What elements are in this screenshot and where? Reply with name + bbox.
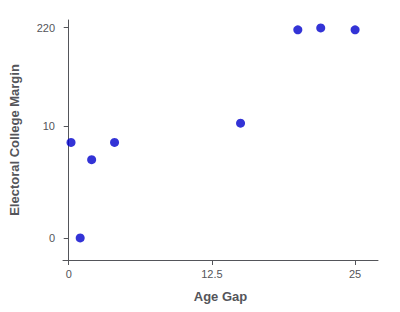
svg-text:0: 0 [66,268,72,280]
svg-text:Age Gap: Age Gap [194,289,248,304]
svg-text:220: 220 [37,22,55,34]
svg-text:0: 0 [49,232,55,244]
svg-text:Electoral College Margin: Electoral College Margin [7,64,22,216]
svg-text:25: 25 [349,268,361,280]
svg-text:10: 10 [43,120,55,132]
svg-text:12.5: 12.5 [201,268,222,280]
